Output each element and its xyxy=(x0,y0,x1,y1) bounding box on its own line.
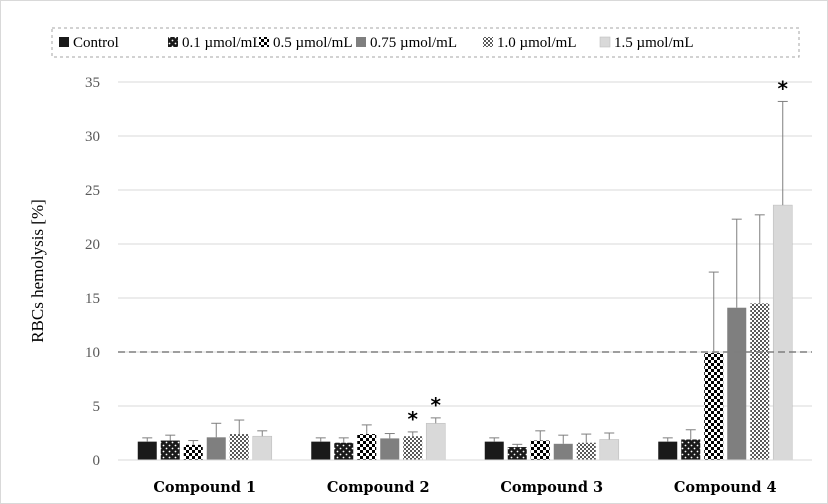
x-category-label: Compound 4 xyxy=(674,479,777,496)
y-tick-label: 15 xyxy=(85,291,100,307)
bar xyxy=(206,437,226,460)
bar xyxy=(229,434,249,460)
legend-swatch xyxy=(483,37,493,47)
bar xyxy=(553,443,573,460)
bar xyxy=(599,439,620,461)
x-category-label: Compound 2 xyxy=(327,479,430,496)
y-tick-label: 5 xyxy=(93,399,101,415)
y-tick-label: 25 xyxy=(85,183,100,199)
bar xyxy=(160,440,180,460)
y-tick-label: 30 xyxy=(85,129,100,145)
legend-swatch xyxy=(59,37,69,47)
y-axis-title: RBCs hemolysis [%] xyxy=(28,199,47,343)
legend-swatch xyxy=(259,37,269,47)
bar xyxy=(403,436,423,460)
bar xyxy=(530,440,550,460)
bar xyxy=(252,435,273,461)
bar xyxy=(772,204,793,461)
legend-label: 0.5 µmol/mL xyxy=(273,35,352,51)
x-category-label: Compound 3 xyxy=(500,479,603,496)
bar xyxy=(576,442,596,460)
legend-swatch xyxy=(599,36,611,48)
legend-label: 1.0 µmol/mL xyxy=(497,35,576,51)
legend-swatch xyxy=(356,37,366,47)
y-tick-label: 35 xyxy=(85,75,100,91)
significance-marker: * xyxy=(778,76,789,100)
x-category-label: Compound 1 xyxy=(153,479,256,496)
legend-label: 0.1 µmol/mL xyxy=(182,35,261,51)
bar xyxy=(334,442,354,460)
legend-label: 1.5 µmol/mL xyxy=(614,35,693,51)
bar xyxy=(704,353,724,460)
x-axis-labels: Compound 1 Compound 2 Compound 3 Compound 4 xyxy=(153,479,776,496)
bar xyxy=(750,303,770,460)
legend-swatch xyxy=(168,37,178,47)
bar xyxy=(183,444,203,460)
legend-label: 0.75 µmol/mL xyxy=(370,35,457,51)
significance-marker: * xyxy=(431,393,442,417)
y-tick-label: 20 xyxy=(85,237,100,253)
y-tick-label: 10 xyxy=(85,345,100,361)
bar xyxy=(681,439,701,460)
legend-box xyxy=(51,27,800,58)
bar xyxy=(380,438,400,460)
y-axis-ticks: 0 5 10 15 20 25 30 35 xyxy=(85,75,100,469)
bar xyxy=(137,441,157,460)
significance-marker: * xyxy=(408,407,419,431)
bar xyxy=(311,441,331,460)
legend-label: Control xyxy=(73,35,119,51)
y-tick-label: 0 xyxy=(93,453,101,469)
bar xyxy=(425,422,446,461)
bar xyxy=(727,307,747,460)
bar xyxy=(658,441,678,460)
bar xyxy=(484,441,504,460)
bars: * * * xyxy=(137,76,793,461)
bar xyxy=(357,434,377,460)
bar xyxy=(507,447,527,460)
legend: Control 0.1 µmol/mL 0.5 µmol/mL 0.75 µmol/m… xyxy=(51,27,800,58)
